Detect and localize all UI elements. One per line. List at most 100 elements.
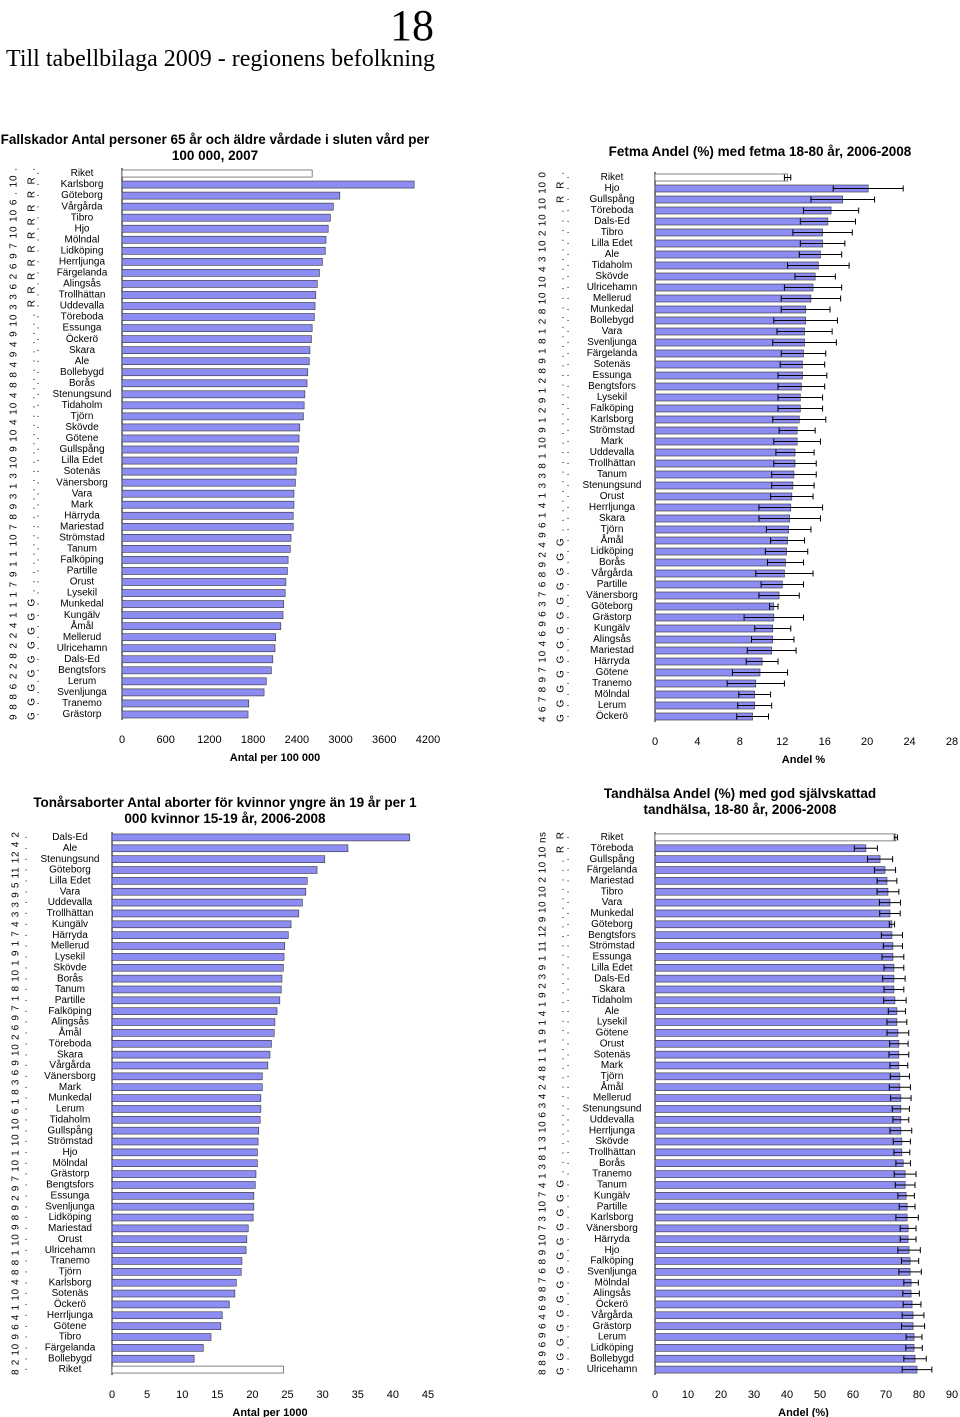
side-codes: 8 8 9 6 9 6 4 6 9 8 7 6 8 9 10 7 3 10 7 …	[538, 832, 549, 1375]
bar	[654, 1202, 908, 1211]
category-dot: ·	[566, 535, 569, 546]
bar	[121, 578, 287, 586]
category-dot: ·	[566, 1071, 569, 1082]
category-dot: ·	[24, 908, 27, 919]
category-label: Mariestad	[60, 521, 104, 532]
category-dot: ·	[36, 455, 39, 466]
category-dot: ·	[36, 577, 39, 588]
category-label: Partille	[597, 1201, 628, 1212]
category-dot: ·	[24, 1190, 27, 1201]
category-label: Vårgårda	[49, 1059, 91, 1071]
category-label: Sotenäs	[594, 1049, 631, 1060]
x-tick-label: 15	[211, 1389, 223, 1401]
category-label: Dals-Ed	[594, 216, 630, 227]
x-tick-label: 28	[946, 736, 958, 748]
category-label: Uddevalla	[60, 301, 105, 312]
bar	[654, 239, 823, 248]
bar	[654, 1333, 915, 1341]
category-label: Skara	[69, 345, 96, 356]
x-tick-label: 45	[422, 1389, 434, 1401]
bar	[121, 445, 299, 454]
category-dot: ·	[566, 1288, 569, 1299]
x-tick-label: 40	[387, 1389, 399, 1401]
bar	[111, 855, 326, 863]
category-label: Mellerud	[63, 632, 101, 643]
x-tick-label: 5	[144, 1389, 150, 1401]
category-dot: ·	[36, 389, 39, 400]
bar	[111, 963, 284, 972]
category-dot: ·	[566, 326, 569, 337]
bar	[654, 931, 893, 939]
bar	[654, 1311, 914, 1320]
category-label: Kungälv	[594, 623, 630, 634]
bar	[654, 1224, 909, 1233]
category-dot: ·	[24, 1147, 27, 1158]
category-label: Göteborg	[591, 919, 633, 930]
bar	[654, 920, 893, 929]
x-axis-label: Andel %	[782, 754, 826, 766]
category-dot: ·	[566, 634, 569, 645]
category-dot: ·	[566, 1212, 569, 1223]
category-dot: ·	[24, 1093, 27, 1104]
category-label: Färgelanda	[587, 865, 638, 876]
category-dot: ·	[566, 1158, 569, 1169]
bar	[654, 1029, 899, 1037]
category-dot: ·	[566, 172, 569, 183]
bar	[111, 898, 303, 907]
category-dot: ·	[566, 886, 569, 897]
category-label: Mölndal	[52, 1158, 87, 1169]
category-label: Strömstad	[47, 1136, 93, 1147]
category-label: Grästorp	[63, 709, 102, 720]
category-dot: ·	[566, 1190, 569, 1201]
category-label: Stenungsund	[53, 389, 112, 400]
bar	[111, 1365, 284, 1374]
category-label: Skara	[599, 513, 626, 524]
category-label: Lerum	[598, 700, 626, 711]
bar	[654, 1300, 913, 1309]
category-dot: ·	[24, 1310, 27, 1321]
category-dot: ·	[566, 183, 569, 194]
bar	[121, 710, 249, 719]
category-label: Töreboda	[61, 312, 104, 323]
category-label: Göteborg	[591, 601, 633, 612]
category-label: Tjörn	[601, 1071, 624, 1082]
bar	[654, 985, 895, 994]
bar	[654, 1007, 898, 1015]
category-dot: ·	[24, 1006, 27, 1017]
category-label: Strömstad	[589, 941, 635, 952]
bar	[111, 1137, 259, 1146]
bar	[654, 866, 886, 874]
category-label: Essunga	[593, 370, 632, 381]
bar	[654, 887, 889, 896]
x-tick-label: 3600	[372, 734, 396, 746]
bar	[121, 213, 331, 222]
category-dot: ·	[24, 1125, 27, 1136]
category-label: Tidaholm	[62, 400, 103, 411]
category-label: Färgelanda	[45, 1342, 96, 1353]
category-label: Herrljunga	[589, 1125, 636, 1136]
bar	[111, 887, 307, 896]
bar	[654, 1105, 902, 1113]
bar	[111, 1268, 242, 1276]
category-label: Riket	[601, 832, 624, 843]
bar	[111, 1061, 269, 1070]
category-label: Skara	[599, 984, 626, 995]
category-dot: ·	[36, 709, 39, 720]
category-dot: ·	[566, 227, 569, 238]
category-label: Lerum	[68, 676, 96, 687]
category-dot: ·	[24, 1017, 27, 1028]
category-label: Mark	[601, 1060, 624, 1071]
category-dot: ·	[566, 984, 569, 995]
category-label: Gullspång	[589, 193, 634, 205]
category-label: Tranemo	[50, 1256, 90, 1267]
bar	[654, 1039, 900, 1048]
category-dot: ·	[36, 477, 39, 488]
bar	[121, 467, 297, 476]
bar	[654, 1257, 911, 1265]
category-dot: ·	[566, 952, 569, 963]
category-dot: ·	[566, 458, 569, 469]
category-label: Sotenäs	[52, 1288, 89, 1299]
category-label: Stenungsund	[583, 480, 642, 491]
bar	[654, 996, 896, 1005]
